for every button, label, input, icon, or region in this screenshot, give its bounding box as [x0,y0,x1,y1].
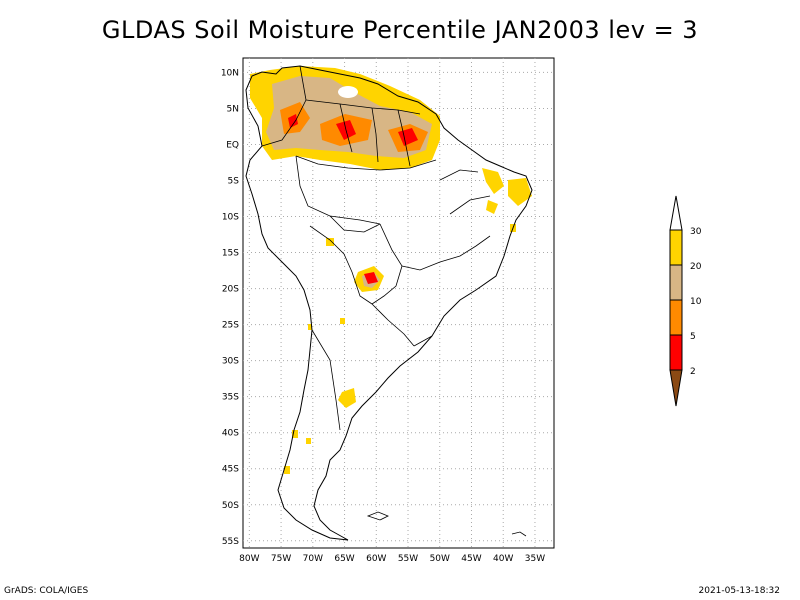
x-tick-label: 75W [271,554,291,564]
shade-spot-6 [292,430,298,438]
legend-bottom-arrow [669,369,683,407]
legend-label-5: 5 [690,332,696,342]
shade-spot-4 [340,318,345,324]
legend-bin-10-20 [669,264,683,301]
y-tick-label: 55S [222,537,239,547]
shade-central-2-5 [364,272,378,284]
map-grid [243,58,554,548]
y-tick-label: 10N [221,68,239,78]
x-tick-label: 45W [461,554,481,564]
shade-spot-8 [306,438,311,444]
shade-ne-20-30 [482,168,532,214]
x-tick-label: 35W [525,554,545,564]
legend-top-arrow [669,195,683,231]
x-tick-label: 70W [303,554,323,564]
y-tick-labels: 10N 5N EQ 5S 10S 15S 20S 25S 30S 35S 40S 45S 50S 55S [221,68,239,546]
shade-north-2-5 [288,114,418,146]
map-title: GLDAS Soil Moisture Percentile JAN2003 l… [101,16,699,44]
y-tick-label: 20S [222,285,239,295]
y-tick-label: 25S [222,321,239,331]
y-tick-label: 50S [222,501,239,511]
legend-bin-5-10 [669,299,683,336]
y-tick-label: 30S [222,357,239,367]
x-tick-label: 65W [334,554,354,564]
south-america-coastline [245,65,533,541]
y-tick-label: 5N [227,104,239,114]
y-tick-label: 5S [228,177,240,187]
x-tick-label: 55W [398,554,418,564]
legend-label-10: 10 [690,297,702,307]
shade-spot-3 [308,324,312,330]
moisture-shading [250,66,532,474]
x-tick-label: 40W [493,554,513,564]
shade-north-gap [338,86,358,98]
footer-timestamp: 2021-05-13-18:32 [698,586,781,596]
y-tick-label: 45S [222,465,239,475]
legend-label-20: 20 [690,262,702,272]
legend-label-2: 2 [690,367,696,377]
shade-spot-7 [284,466,290,474]
legend-bin-20-30 [669,229,683,266]
x-tick-label: 80W [239,554,259,564]
legend-label-30: 30 [690,227,702,237]
x-tick-label: 60W [366,554,386,564]
footer-credit: GrADS: COLA/IGES [4,586,89,596]
y-tick-label: 10S [222,213,239,223]
south-georgia [511,531,527,537]
color-legend: 30 20 10 5 2 [669,195,702,407]
shade-spot-1 [326,238,334,246]
legend-bin-2-5 [669,334,683,371]
y-tick-label: 15S [222,249,239,259]
y-tick-label: 35S [222,393,239,403]
falkland-islands [366,511,389,521]
shade-spot-5 [338,388,356,408]
x-tick-label: 50W [430,554,450,564]
y-tick-label: 40S [222,429,239,439]
country-borders [261,65,491,431]
y-tick-label: EQ [226,140,239,150]
x-tick-labels: 80W 75W 70W 65W 60W 55W 50W 45W 40W 35W [239,554,545,564]
